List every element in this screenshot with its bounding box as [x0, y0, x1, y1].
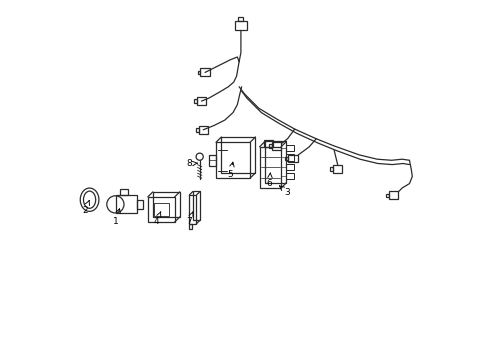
Text: 2: 2 — [82, 201, 89, 215]
Bar — [285, 157, 287, 160]
Bar — [238, 17, 243, 21]
Text: 4: 4 — [154, 211, 161, 226]
Bar — [388, 192, 398, 199]
Bar — [221, 137, 255, 173]
Bar — [235, 21, 246, 31]
Bar — [154, 203, 168, 216]
Bar — [329, 167, 332, 171]
Text: 6: 6 — [266, 173, 272, 188]
Text: 8: 8 — [185, 159, 197, 168]
Bar — [286, 163, 294, 170]
Text: 1: 1 — [112, 209, 120, 226]
Bar — [197, 71, 200, 74]
Bar — [287, 154, 297, 162]
Bar — [386, 194, 388, 197]
Bar — [195, 128, 198, 132]
Bar — [271, 142, 281, 150]
Bar — [200, 68, 209, 76]
Bar — [259, 147, 281, 188]
Bar — [194, 99, 196, 103]
Bar — [269, 144, 271, 148]
Bar — [332, 165, 342, 173]
Bar — [116, 195, 137, 213]
Bar — [153, 192, 180, 217]
Text: 5: 5 — [227, 162, 234, 179]
Bar — [198, 126, 207, 134]
Bar — [189, 195, 196, 224]
Bar — [286, 154, 294, 161]
Bar — [147, 197, 174, 222]
Bar — [137, 200, 143, 209]
Bar — [264, 140, 272, 147]
Bar — [264, 141, 286, 183]
Text: 3: 3 — [279, 186, 290, 197]
Bar — [188, 224, 192, 229]
Bar — [196, 97, 206, 105]
Bar — [216, 142, 249, 178]
Bar — [286, 173, 294, 179]
Bar — [208, 154, 216, 166]
Text: 7: 7 — [185, 211, 193, 226]
Bar — [192, 192, 200, 220]
Bar — [120, 189, 128, 195]
Bar — [286, 145, 294, 151]
